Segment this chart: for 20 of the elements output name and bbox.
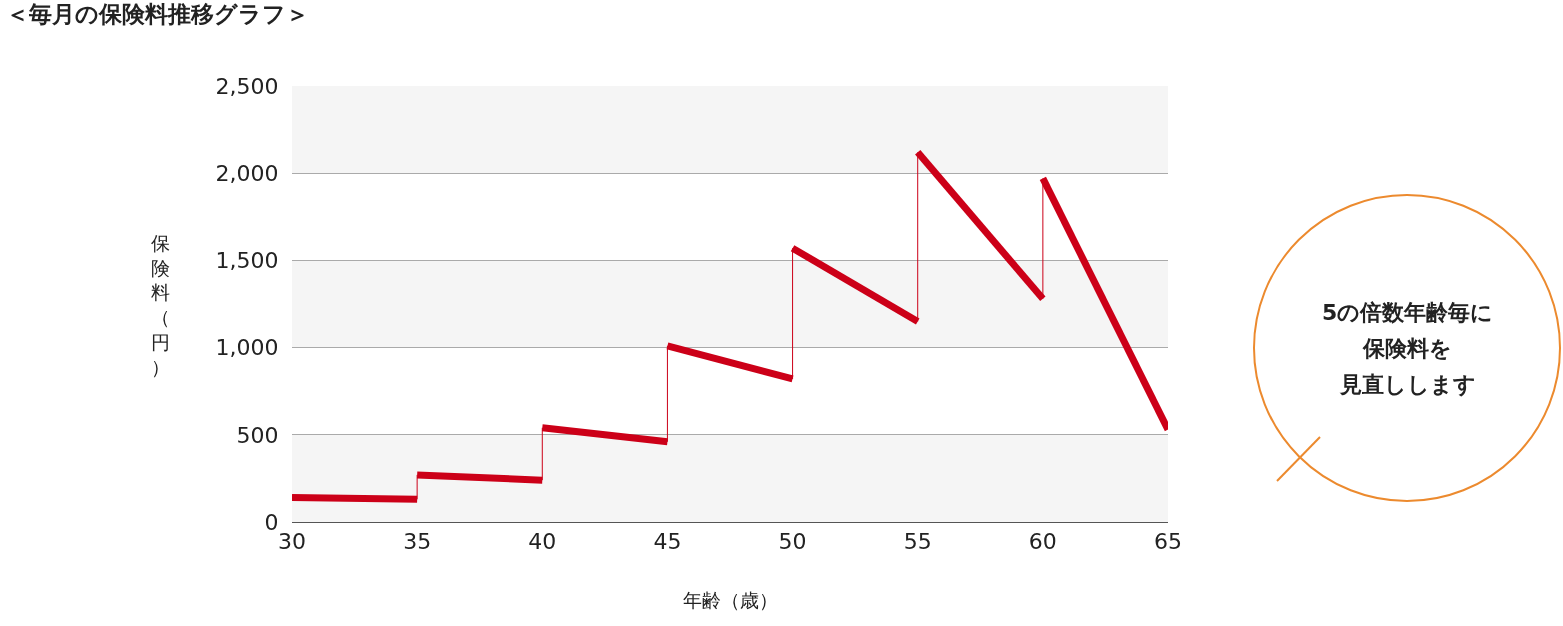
x-tick-label: 40 [528, 529, 557, 555]
y-tick-label: 2,000 [215, 160, 279, 186]
x-tick-label: 35 [403, 529, 432, 555]
x-tick-label: 60 [1028, 529, 1057, 555]
x-tick-label: 55 [903, 529, 932, 555]
y-tick-label: 2,500 [215, 73, 279, 99]
y-tick-label: 0 [264, 509, 279, 535]
y-tick-label: 500 [236, 422, 279, 448]
y-tick-label: 1,000 [215, 335, 279, 361]
x-axis-title: 年齢（歳） [682, 589, 778, 612]
chart-title: ＜毎月の保険料推移グラフ＞ [6, 1, 310, 28]
x-tick-label: 30 [278, 529, 306, 555]
text: 見直しします [1339, 372, 1476, 397]
x-tick-label: 45 [653, 529, 682, 555]
y-axis-title: 保険料（円） [151, 232, 170, 378]
x-tick-label: 65 [1154, 529, 1182, 555]
text: 保険料を [1362, 336, 1452, 361]
y-tick-label: 1,500 [215, 248, 279, 274]
text: 5の倍数年齢毎に [1322, 300, 1494, 325]
x-tick-label: 50 [778, 529, 807, 555]
